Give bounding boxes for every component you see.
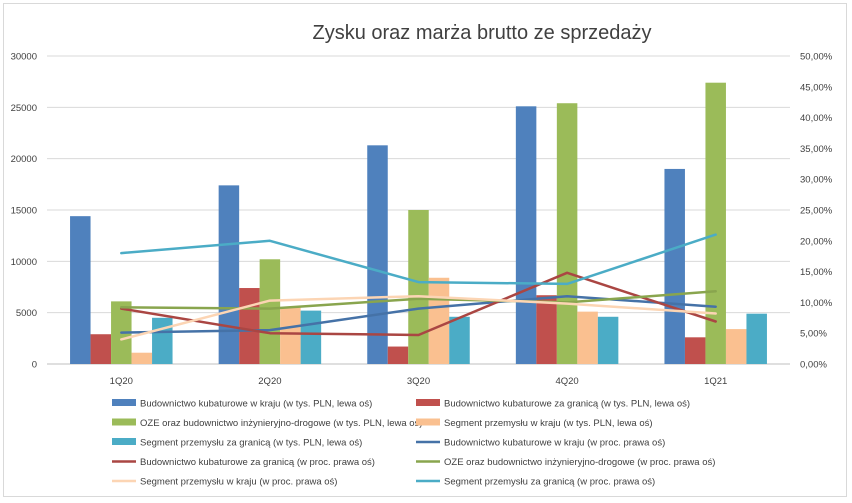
bar bbox=[556, 103, 578, 364]
legend-item: OZE oraz budownictwo inżynieryjno-drogow… bbox=[416, 457, 715, 468]
series-line bbox=[120, 233, 717, 286]
legend: Budownictwo kubaturowe w kraju (w tys. P… bbox=[112, 399, 715, 488]
category-label: 1Q20 bbox=[110, 376, 133, 387]
legend-swatch bbox=[112, 418, 136, 426]
left-tick-label: 25000 bbox=[11, 103, 37, 114]
category-label: 4Q20 bbox=[555, 376, 578, 387]
bar bbox=[428, 277, 450, 364]
series-line bbox=[120, 271, 717, 337]
bar bbox=[300, 310, 322, 364]
left-tick-label: 10000 bbox=[11, 257, 37, 268]
bar bbox=[367, 145, 388, 364]
right-tick-label: 50,00% bbox=[800, 52, 833, 63]
legend-item: Budownictwo kubaturowe za granicą (w pro… bbox=[112, 457, 375, 468]
right-tick-label: 5,00% bbox=[800, 329, 827, 340]
right-tick-label: 45,00% bbox=[800, 82, 833, 93]
right-axis-ticks: 0,00% 5,00% 10,00% 15,00% 20,00% 25,00% 30,00%… bbox=[800, 52, 833, 371]
bar bbox=[449, 316, 470, 364]
bar bbox=[577, 311, 598, 364]
bar bbox=[387, 346, 409, 364]
right-tick-label: 0,00% bbox=[800, 360, 827, 371]
bar bbox=[218, 185, 240, 364]
legend-item: Budownictwo kubaturowe w kraju (w tys. P… bbox=[112, 399, 372, 410]
legend-label: Budownictwo kubaturowe za granicą (w pro… bbox=[140, 457, 375, 468]
left-tick-label: 5000 bbox=[16, 308, 37, 319]
legend-label: Budownictwo kubaturowe w kraju (w tys. P… bbox=[140, 399, 372, 410]
legend-label: Segment przemysłu za granicą (w proc. pr… bbox=[444, 477, 655, 488]
category-label: 1Q21 bbox=[704, 376, 727, 387]
legend-swatch bbox=[112, 438, 136, 445]
bar bbox=[725, 329, 747, 364]
legend-item: Segment przemysłu za granicą (w tys. PLN… bbox=[112, 438, 362, 449]
left-tick-label: 15000 bbox=[11, 206, 37, 217]
legend-label: Budownictwo kubaturowe w kraju (w proc. … bbox=[444, 438, 665, 449]
category-label: 3Q20 bbox=[407, 376, 430, 387]
lines bbox=[120, 233, 717, 341]
right-tick-label: 20,00% bbox=[800, 236, 833, 247]
series-line bbox=[120, 290, 717, 310]
right-tick-label: 15,00% bbox=[800, 267, 833, 278]
legend-item: OZE oraz budownictwo inżynieryjno-drogow… bbox=[112, 418, 422, 429]
legend-label: OZE oraz budownictwo inżynieryjno-drogow… bbox=[444, 457, 715, 468]
bar bbox=[239, 288, 260, 364]
bar bbox=[408, 210, 429, 364]
left-tick-label: 30000 bbox=[11, 52, 37, 63]
legend-item: Budownictwo kubaturowe za granicą (w tys… bbox=[416, 399, 690, 410]
legend-label: OZE oraz budownictwo inżynieryjno-drogow… bbox=[140, 418, 422, 429]
bar bbox=[131, 352, 153, 364]
bar bbox=[684, 337, 706, 364]
category-label: 2Q20 bbox=[258, 376, 281, 387]
right-tick-label: 40,00% bbox=[800, 113, 833, 124]
chart-title: Zysku oraz marża brutto ze sprzedaży bbox=[312, 22, 651, 44]
series-line bbox=[120, 294, 717, 341]
right-tick-label: 30,00% bbox=[800, 175, 833, 186]
bar bbox=[746, 313, 767, 364]
left-axis-ticks: 0 5000 10000 15000 20000 25000 30000 bbox=[11, 52, 37, 371]
bar bbox=[664, 168, 685, 364]
legend-label: Budownictwo kubaturowe za granicą (w tys… bbox=[444, 399, 690, 410]
bars bbox=[70, 82, 767, 365]
bar bbox=[280, 307, 301, 364]
legend-item: Budownictwo kubaturowe w kraju (w proc. … bbox=[416, 438, 665, 449]
right-tick-label: 25,00% bbox=[800, 206, 833, 217]
legend-item: Segment przemysłu w kraju (w proc. prawa… bbox=[112, 477, 337, 488]
category-axis-ticks: 1Q20 2Q20 3Q20 4Q20 1Q21 bbox=[110, 376, 728, 387]
legend-item: Segment przemysłu w kraju (w tys. PLN, l… bbox=[416, 418, 653, 429]
bar bbox=[70, 216, 91, 364]
right-tick-label: 10,00% bbox=[800, 298, 833, 309]
legend-swatch bbox=[416, 418, 440, 426]
legend-label: Segment przemysłu w kraju (w proc. prawa… bbox=[140, 477, 337, 488]
legend-item: Segment przemysłu za granicą (w proc. pr… bbox=[416, 477, 655, 488]
right-tick-label: 35,00% bbox=[800, 144, 833, 155]
bar bbox=[90, 334, 112, 364]
bar bbox=[515, 106, 537, 364]
legend-label: Segment przemysłu za granicą (w tys. PLN… bbox=[140, 438, 362, 449]
legend-swatch bbox=[416, 399, 440, 406]
legend-swatch bbox=[112, 399, 136, 406]
bar bbox=[536, 295, 557, 364]
legend-label: Segment przemysłu w kraju (w tys. PLN, l… bbox=[444, 418, 653, 429]
bar bbox=[259, 259, 281, 364]
bar bbox=[705, 82, 726, 365]
left-tick-label: 20000 bbox=[11, 154, 37, 165]
left-tick-label: 0 bbox=[32, 360, 37, 371]
bar bbox=[597, 316, 619, 364]
bar bbox=[152, 317, 173, 364]
